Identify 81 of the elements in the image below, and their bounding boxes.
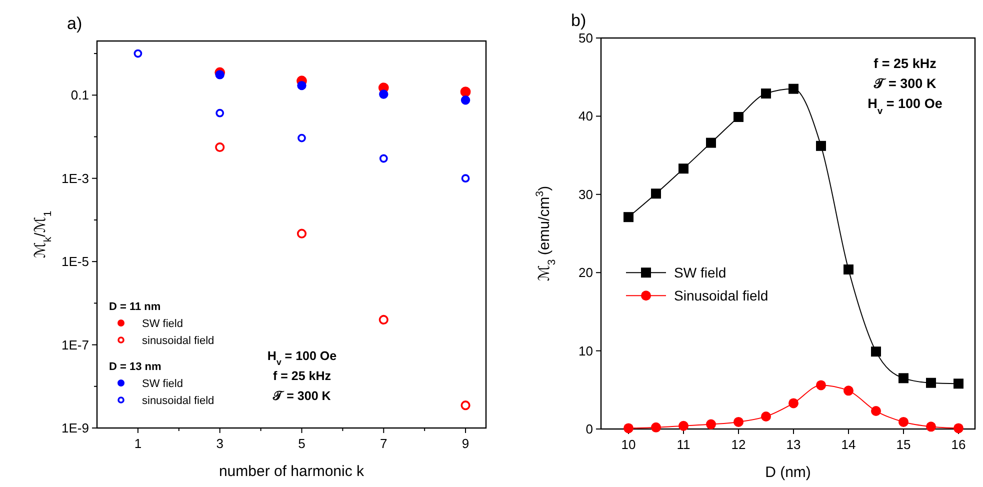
y-tick-label: 20 <box>578 265 593 280</box>
point <box>816 380 826 390</box>
point <box>678 420 688 431</box>
point <box>816 140 826 151</box>
x-tick-label: 9 <box>462 436 470 451</box>
x-tick-label: 3 <box>216 436 224 451</box>
point <box>651 188 661 199</box>
annotation: H$_{v}$ = 100 Oe <box>868 96 943 116</box>
point <box>954 423 964 434</box>
point <box>871 406 881 416</box>
annotation: H$_{v}$ = 100 Oe <box>267 349 337 367</box>
point <box>215 142 225 152</box>
x-axis-title: D (nm) <box>765 464 811 481</box>
point <box>298 134 306 142</box>
x-tick-label: 16 <box>951 437 966 452</box>
point <box>215 70 224 80</box>
point <box>134 49 142 58</box>
x-tick-label: 12 <box>731 437 746 452</box>
point <box>460 86 471 98</box>
legend-label: Sinusoidal field <box>674 288 768 304</box>
annotation: 𝒯 = 300 K <box>872 76 936 91</box>
chart-title: a) <box>67 14 82 33</box>
point <box>378 314 388 325</box>
point <box>844 264 854 274</box>
x-tick-label: 1 <box>134 436 142 451</box>
annotation: D = 13 nm <box>109 361 162 373</box>
point <box>761 411 771 422</box>
point <box>379 154 388 163</box>
x-tick-label: 10 <box>621 437 636 452</box>
point <box>678 164 688 174</box>
point <box>379 90 388 99</box>
point <box>624 212 634 222</box>
annotation: 𝒯 = 300 K <box>272 389 331 403</box>
y-tick-label: 50 <box>578 30 593 46</box>
point <box>460 400 470 410</box>
point <box>460 95 470 105</box>
point <box>706 138 716 148</box>
x-axis-title: number of harmonic k <box>218 463 365 480</box>
point <box>954 378 964 389</box>
point <box>788 84 798 94</box>
annotation: f = 25 kHz <box>874 56 937 71</box>
y-tick-label: 1E-9 <box>62 420 89 436</box>
point <box>651 422 661 432</box>
point <box>461 174 470 183</box>
y-tick-label: 40 <box>578 108 593 124</box>
point <box>706 419 716 430</box>
point <box>296 228 307 238</box>
point <box>734 416 744 427</box>
x-tick-label: 15 <box>896 437 911 452</box>
point <box>844 386 854 396</box>
y-tick-label: 1E-5 <box>62 254 89 270</box>
x-tick-label: 11 <box>676 437 690 452</box>
y-tick-label: 10 <box>578 343 593 358</box>
point <box>297 80 306 90</box>
x-tick-label: 13 <box>786 437 801 452</box>
x-tick-label: 14 <box>841 437 856 452</box>
point <box>734 112 744 122</box>
y-tick-label: 1E-7 <box>62 337 89 352</box>
legend-label: sinusoidal field <box>142 335 214 347</box>
annotation: D = 11 nm <box>109 301 161 313</box>
point <box>898 416 908 427</box>
y-tick-label: 0.1 <box>70 88 89 103</box>
legend-label: SW field <box>674 264 726 281</box>
point <box>898 373 908 384</box>
point <box>624 423 634 434</box>
point <box>761 88 771 99</box>
y-tick-label: 0 <box>586 422 593 436</box>
legend-label: SW field <box>142 378 183 390</box>
annotation: f = 25 kHz <box>272 369 332 383</box>
x-tick-label: 7 <box>380 436 388 451</box>
point <box>216 108 224 118</box>
point <box>926 422 936 432</box>
chart-title: b) <box>571 11 586 30</box>
legend-label: SW field <box>142 318 183 330</box>
y-tick-label: 1E-3 <box>62 170 89 186</box>
point <box>926 378 936 388</box>
legend-label: sinusoidal field <box>142 395 214 407</box>
point <box>788 398 798 408</box>
y-tick-label: 30 <box>578 186 593 202</box>
x-tick-label: 5 <box>298 436 306 451</box>
point <box>871 346 881 357</box>
